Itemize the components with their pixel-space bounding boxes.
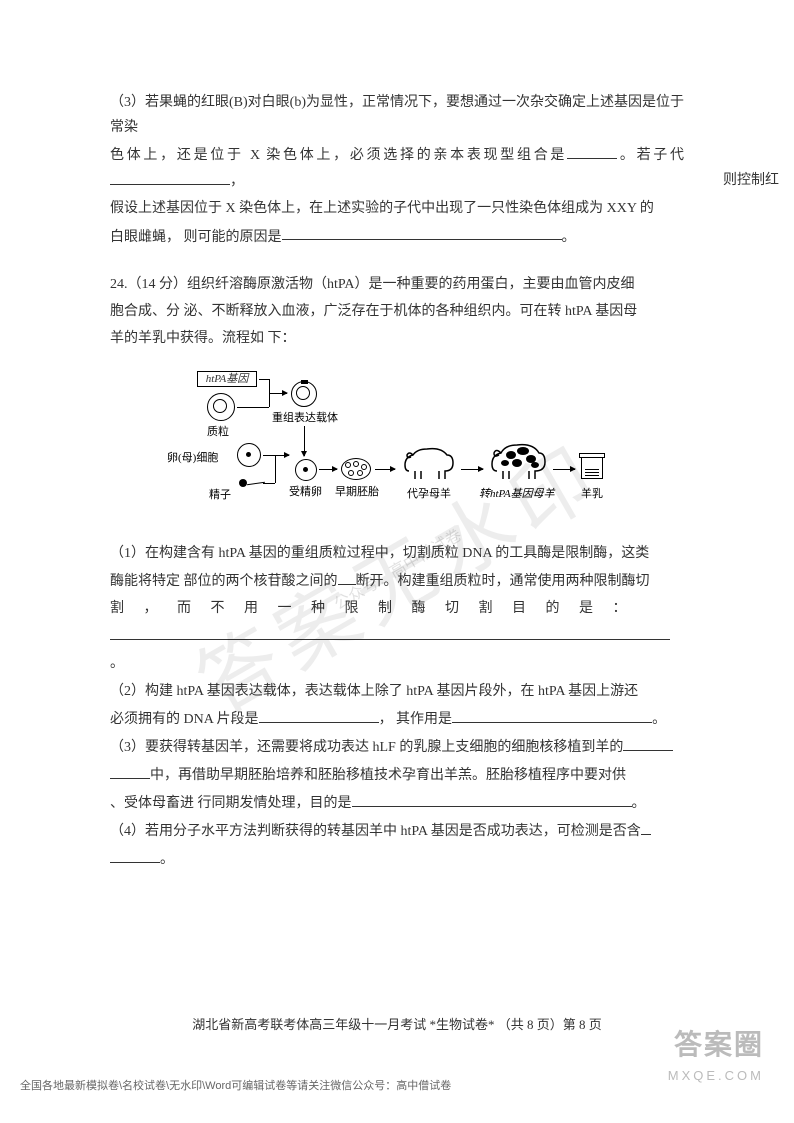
q24-p4-2: 。 — [110, 846, 684, 872]
sperm-icon — [239, 479, 247, 487]
vector-icon — [291, 381, 317, 407]
q24-p1-4 — [110, 623, 684, 649]
overflow-text: 则控制红 — [723, 168, 779, 193]
blank — [110, 762, 150, 779]
q24-p3-3: 、受体母畜进 行同期发情处理，目的是。 — [110, 790, 684, 816]
transgenic-sheep-icon — [487, 439, 551, 491]
embryo-icon — [341, 458, 371, 480]
corner-url: MXQE.COM — [668, 1068, 764, 1083]
corner-watermark: 答案圈 — [674, 1023, 764, 1063]
surrogate-label: 代孕母羊 — [407, 485, 451, 505]
arrow-icon — [375, 469, 395, 470]
blank — [259, 706, 379, 723]
q24-p1-3: 割 ， 而 不 用 一 种 限 制 酶 切 割 目 的 是 ： — [110, 596, 684, 621]
q24-intro1: 24.（14 分）组织纤溶酶原激活物（htPA）是一种重要的药用蛋白，主要由血管… — [110, 272, 684, 297]
milk-cup-icon — [581, 453, 603, 479]
arrow-icon — [319, 469, 337, 470]
sperm-label: 精子 — [209, 486, 231, 506]
plasmid-icon — [207, 393, 235, 421]
embryo-label: 早期胚胎 — [335, 483, 379, 503]
flow-diagram: htPA基因 质粒 重组表达载体 卵(母)细胞 精子 — [167, 371, 627, 511]
blank — [567, 142, 617, 159]
egg-label: 卵(母)细胞 — [167, 449, 218, 469]
q24-intro2: 胞合成、分 泌、不断释放入血液，广泛存在于机体的各种组织内。可在转 htPA 基… — [110, 299, 684, 324]
arrow-icon — [461, 469, 483, 470]
plasmid-label: 质粒 — [207, 423, 229, 443]
surrogate-sheep-icon — [399, 441, 459, 491]
gene-box: htPA基因 — [197, 371, 257, 387]
blank — [282, 224, 562, 241]
q24-intro3: 羊的羊乳中获得。流程如 下： — [110, 326, 684, 351]
milk-label: 羊乳 — [581, 485, 603, 505]
fertilized-icon — [295, 459, 317, 481]
q3-line1: （3）若果蝇的红眼(B)对白眼(b)为显性，正常情况下，要想通过一次杂交确定上述… — [110, 90, 684, 140]
main-content: （3）若果蝇的红眼(B)对白眼(b)为显性，正常情况下，要想通过一次杂交确定上述… — [110, 90, 684, 872]
blank — [110, 846, 160, 863]
q3-line3: 假设上述基因位于 X 染色体上，在上述实验的子代中出现了一只性染色体组成为 XX… — [110, 196, 684, 221]
q24-p1-end: 。 — [110, 651, 684, 676]
q3-line2: 色体上，还是位于 X 染色体上，必须选择的亲本表现型组合是。若子代， 则控制红 — [110, 142, 684, 194]
q24-p1-1: （1）在构建含有 htPA 基因的重组质粒过程中，切割质粒 DNA 的工具酶是限… — [110, 541, 684, 566]
q24-p3-2: 中，再借助早期胚胎培养和胚胎移植技术孕育出羊羔。胚胎移植程序中要对供 — [110, 762, 684, 788]
egg-icon — [237, 443, 261, 467]
arrow-icon — [553, 469, 575, 470]
bottom-note: 全国各地最新模拟卷\名校试卷\无水印\Word可编辑试卷等请关注微信公众号：高中… — [20, 1077, 451, 1093]
blank — [110, 623, 670, 640]
blank — [110, 168, 230, 185]
q24-p1-2: 酶能将特定 部位的两个核苷酸之间的断开。构建重组质粒时，通常使用两种限制酶切 — [110, 568, 684, 594]
q24-p2-2: 必须拥有的 DNA 片段是， 其作用是。 — [110, 706, 684, 732]
arrow-icon — [304, 426, 305, 456]
fertilized-label: 受精卵 — [289, 483, 322, 503]
arrow-icon — [263, 455, 289, 456]
blank — [338, 568, 356, 585]
arrow-icon — [269, 393, 287, 394]
blank — [352, 790, 632, 807]
q24-p2-1: （2）构建 htPA 基因表达载体，表达载体上除了 htPA 基因片段外，在 h… — [110, 679, 684, 704]
vector-label: 重组表达载体 — [272, 409, 338, 429]
q24-p4-1: （4）若用分子水平方法判断获得的转基因羊中 htPA 基因是否成功表达，可检测是… — [110, 818, 684, 844]
transgenic-label: 转htPA基因母羊 — [479, 485, 555, 505]
q24-p3-1: （3）要获得转基因羊，还需要将成功表达 hLF 的乳腺上支细胞的细胞核移植到羊的 — [110, 734, 684, 760]
blank — [641, 818, 651, 835]
blank — [452, 706, 652, 723]
q3-line4: 白眼雌蝇， 则可能的原因是。 — [110, 224, 684, 250]
blank — [623, 734, 673, 751]
